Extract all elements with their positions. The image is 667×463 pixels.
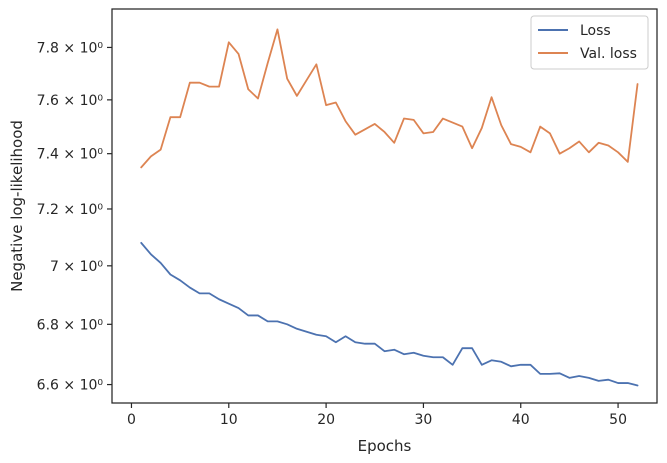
- y-tick-label: 6.8 × 10⁰: [37, 317, 104, 333]
- x-axis: 0 10 20 30 40 50: [127, 403, 627, 428]
- legend: Loss Val. loss: [530, 15, 649, 70]
- y-tick-label: 7.6 × 10⁰: [37, 93, 104, 109]
- x-tick-label: 50: [609, 412, 627, 428]
- y-tick-label: 7 × 10⁰: [50, 259, 103, 275]
- y-tick-label: 7.4 × 10⁰: [37, 147, 104, 163]
- y-axis-label: Negative log-likelihood: [8, 120, 26, 292]
- x-axis-label: Epochs: [358, 437, 412, 455]
- x-tick-label: 0: [127, 412, 136, 428]
- y-tick-label: 7.8 × 10⁰: [37, 40, 104, 56]
- x-tick-label: 30: [415, 412, 433, 428]
- x-tick-label: 40: [512, 412, 530, 428]
- series-line-val-loss: [140, 28, 639, 169]
- x-tick-label: 20: [317, 412, 335, 428]
- series-line-loss: [140, 241, 639, 387]
- x-tick-label: 10: [220, 412, 238, 428]
- y-tick-label: 7.2 × 10⁰: [37, 202, 104, 218]
- legend-label-val-loss: Val. loss: [580, 46, 637, 62]
- y-axis: 6.6 × 10⁰ 6.8 × 10⁰ 7 × 10⁰ 7.2 × 10⁰ 7.4 × …: [37, 40, 112, 394]
- plot-area: [111, 8, 658, 404]
- series-lines: [140, 28, 639, 387]
- legend-label-loss: Loss: [580, 23, 611, 39]
- y-tick-label: 6.6 × 10⁰: [37, 378, 104, 394]
